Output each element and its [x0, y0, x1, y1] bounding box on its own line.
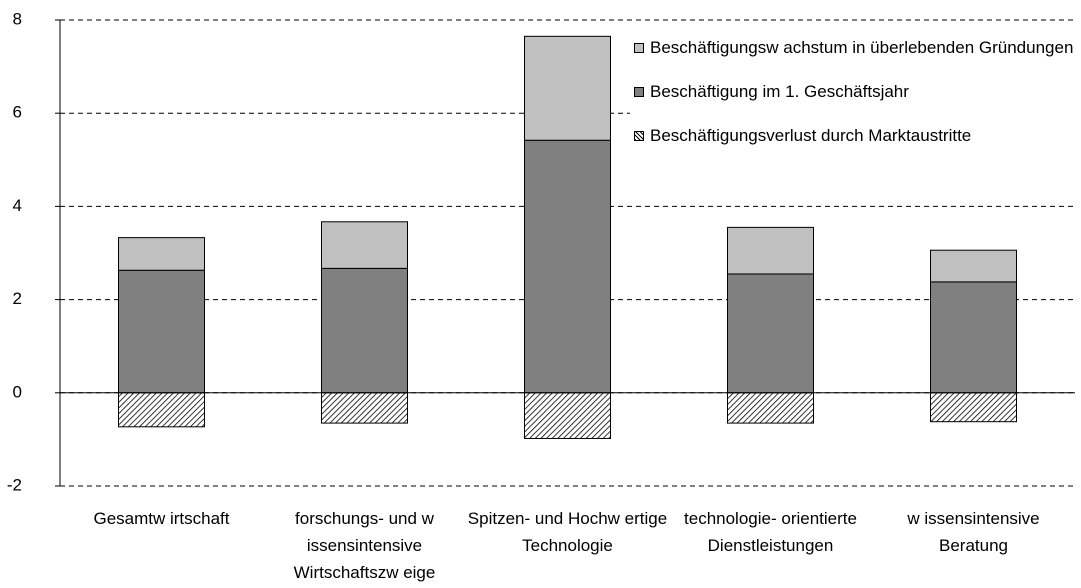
y-tick-label: 6	[13, 103, 22, 122]
y-tick-label: 4	[13, 196, 22, 215]
bar-segment	[930, 392, 1017, 423]
bar-segment	[321, 267, 408, 394]
bar-segment	[524, 35, 611, 141]
x-tick-label: forschungs- und w issensintensive Wirtsc…	[293, 509, 436, 582]
bar-segment	[118, 269, 205, 394]
bar-segment	[930, 281, 1017, 394]
legend-label: Beschäftigungsw achstum in überlebenden …	[650, 38, 1074, 57]
bar-segment	[524, 392, 611, 439]
legend-label: Beschäftigungsverlust durch Marktaustrit…	[650, 126, 972, 145]
legend-swatch	[634, 87, 644, 97]
bar-segment	[524, 139, 611, 394]
bar-segment	[727, 273, 814, 394]
legend-swatch	[634, 43, 644, 53]
bar-segment	[727, 392, 814, 424]
bar-segment	[930, 249, 1017, 283]
y-tick-label: 2	[13, 289, 22, 308]
bar-segment	[118, 237, 205, 271]
x-tick-label: w issensintensive Beratung	[907, 509, 1040, 555]
legend-item: Beschäftigungsw achstum in überlebenden …	[630, 36, 1075, 60]
x-tick-label: technologie- orientierte Dienstleistunge…	[684, 509, 857, 555]
y-tick-label: 0	[13, 382, 22, 401]
x-tick-label: Spitzen- und Hochw ertige Technologie	[467, 509, 668, 555]
legend-swatch	[634, 131, 644, 141]
legend-item: Beschäftigungsverlust durch Marktaustrit…	[630, 124, 1075, 148]
bar-segment	[727, 226, 814, 275]
x-tick-label: Gesamtw irtschaft	[93, 509, 230, 528]
legend: Beschäftigungsw achstum in überlebenden …	[630, 36, 1075, 168]
y-tick-label: -2	[7, 475, 22, 494]
bar-segment	[321, 221, 408, 269]
bar-segment	[118, 392, 205, 428]
y-tick-label: 8	[13, 9, 22, 28]
bar-segment	[321, 392, 408, 424]
legend-item: Beschäftigung im 1. Geschäftsjahr	[630, 80, 1075, 104]
legend-label: Beschäftigung im 1. Geschäftsjahr	[650, 82, 909, 101]
